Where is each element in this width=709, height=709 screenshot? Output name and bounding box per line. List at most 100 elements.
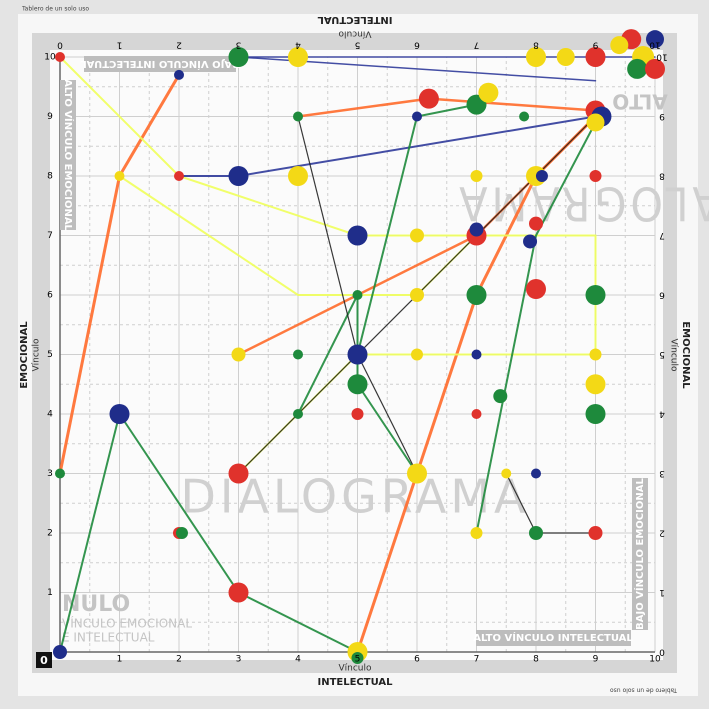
bottom-tick-label: 6 bbox=[414, 655, 420, 665]
sticker-dot bbox=[293, 111, 303, 122]
sticker-dot bbox=[174, 171, 184, 181]
sticker-dot bbox=[645, 58, 665, 79]
watermark: DIALOGRAMA bbox=[455, 177, 709, 231]
sticker-dot bbox=[470, 527, 483, 539]
sticker-dot bbox=[109, 404, 130, 424]
sticker-dot bbox=[53, 645, 67, 659]
sticker-dot bbox=[293, 409, 303, 419]
zone-label: E INTELECTUAL bbox=[62, 631, 155, 645]
left-tick-label: 4 bbox=[47, 410, 53, 420]
zone-box bbox=[632, 478, 648, 630]
right-tick-label: 10 bbox=[656, 52, 668, 62]
sticker-dot bbox=[585, 285, 606, 305]
axis-label: Vínculo bbox=[338, 29, 372, 39]
axis-label: Vínculo bbox=[338, 664, 372, 674]
top-tick-label: 7 bbox=[474, 40, 480, 50]
bottom-tick-label: 9 bbox=[593, 655, 599, 665]
sticker-dot bbox=[646, 30, 664, 49]
axis-label: Vínculo bbox=[669, 338, 679, 372]
sticker-dot bbox=[231, 347, 246, 362]
sticker-dot bbox=[288, 47, 308, 67]
sticker-dot bbox=[351, 651, 364, 664]
sticker-dot bbox=[418, 88, 439, 109]
sticker-dot bbox=[585, 47, 606, 67]
right-tick-label: 1 bbox=[659, 587, 665, 597]
left-tick-label: 8 bbox=[47, 172, 53, 182]
origin-label: 0 bbox=[40, 654, 48, 667]
right-tick-label: 3 bbox=[659, 468, 665, 478]
zone-label: BAJO VÍNCULO INTELECTUAL bbox=[80, 58, 240, 71]
sticker-dot bbox=[531, 468, 541, 479]
sticker-dot bbox=[410, 288, 424, 302]
sticker-dot bbox=[523, 234, 538, 249]
sticker-dot bbox=[228, 582, 249, 603]
sticker-dot bbox=[519, 111, 530, 122]
top-tick-label: 0 bbox=[57, 40, 63, 50]
right-tick-label: 2 bbox=[659, 528, 665, 538]
zone-label: ALTO VÍNCULO EMOCIONAL bbox=[62, 79, 75, 231]
top-tick-label: 1 bbox=[117, 40, 123, 50]
left-tick-label: 1 bbox=[47, 588, 53, 598]
right-tick-label: 7 bbox=[659, 230, 665, 240]
sticker-dot bbox=[586, 113, 605, 132]
right-tick-label: 5 bbox=[659, 349, 665, 359]
zone-box bbox=[84, 56, 236, 72]
top-tick-label: 6 bbox=[414, 40, 420, 50]
sticker-dot bbox=[55, 52, 65, 62]
sticker-dot bbox=[529, 526, 543, 540]
sticker-dot bbox=[347, 344, 368, 365]
sticker-dot bbox=[585, 404, 606, 424]
axis-label: Vínculo bbox=[32, 338, 42, 372]
bottom-tick-label: 5 bbox=[355, 655, 361, 665]
sticker-dot bbox=[175, 527, 188, 539]
top-tick-label: 3 bbox=[236, 40, 242, 50]
sticker-dot bbox=[526, 47, 546, 67]
bottom-tick-label: 1 bbox=[117, 655, 123, 665]
zone-label: ALTO VÍNCULO INTELECTUAL bbox=[473, 631, 633, 644]
top-tick-label: 2 bbox=[176, 40, 182, 50]
sticker-dot bbox=[412, 111, 422, 122]
sticker-dot bbox=[501, 468, 512, 479]
zone-label: VÍNCULO EMOCIONAL bbox=[62, 616, 192, 631]
right-tick-label: 6 bbox=[659, 290, 665, 300]
sticker-dot bbox=[351, 408, 364, 420]
sticker-dot bbox=[288, 166, 308, 186]
sticker-dot bbox=[55, 468, 65, 479]
drawn-line bbox=[297, 294, 418, 475]
sticker-dot bbox=[410, 228, 424, 243]
bottom-tick-label: 2 bbox=[176, 655, 182, 665]
axis-title: INTELECTUAL bbox=[317, 14, 393, 25]
sticker-dot bbox=[228, 166, 249, 186]
sticker-dot bbox=[556, 48, 575, 66]
drawn-line bbox=[475, 121, 597, 534]
axis-title: INTELECTUAL bbox=[317, 677, 393, 688]
sticker-dot bbox=[114, 171, 125, 181]
sticker-dot bbox=[627, 58, 648, 79]
sticker-dot bbox=[466, 285, 487, 305]
drawn-line bbox=[59, 411, 359, 653]
left-tick-label: 6 bbox=[47, 291, 53, 301]
top-tick-label: 9 bbox=[592, 40, 598, 50]
sticker-dot bbox=[493, 389, 508, 404]
axis-title: EMOCIONAL bbox=[19, 321, 30, 389]
sticker-dot bbox=[589, 348, 602, 361]
left-tick-label: 3 bbox=[47, 469, 53, 479]
left-tick-label: 5 bbox=[47, 350, 53, 360]
sticker-dot bbox=[588, 526, 603, 540]
sticker-dot bbox=[471, 409, 482, 419]
zone-label: BAJO VÍNCULO EMOCIONAL bbox=[633, 478, 646, 630]
left-tick-label: 7 bbox=[47, 231, 53, 241]
sticker-dot bbox=[610, 36, 629, 55]
right-tick-label: 4 bbox=[659, 409, 665, 419]
sticker-dot bbox=[585, 374, 606, 395]
sticker-dot bbox=[228, 47, 249, 67]
top-tick-label: 8 bbox=[533, 40, 539, 50]
sticker-dot bbox=[174, 69, 184, 80]
sticker-dot bbox=[411, 348, 423, 361]
bottom-tick-label: 4 bbox=[295, 655, 301, 665]
top-tick-label: 4 bbox=[295, 40, 301, 50]
zone-label: ALTO bbox=[612, 90, 668, 114]
left-tick-label: 2 bbox=[47, 529, 53, 539]
